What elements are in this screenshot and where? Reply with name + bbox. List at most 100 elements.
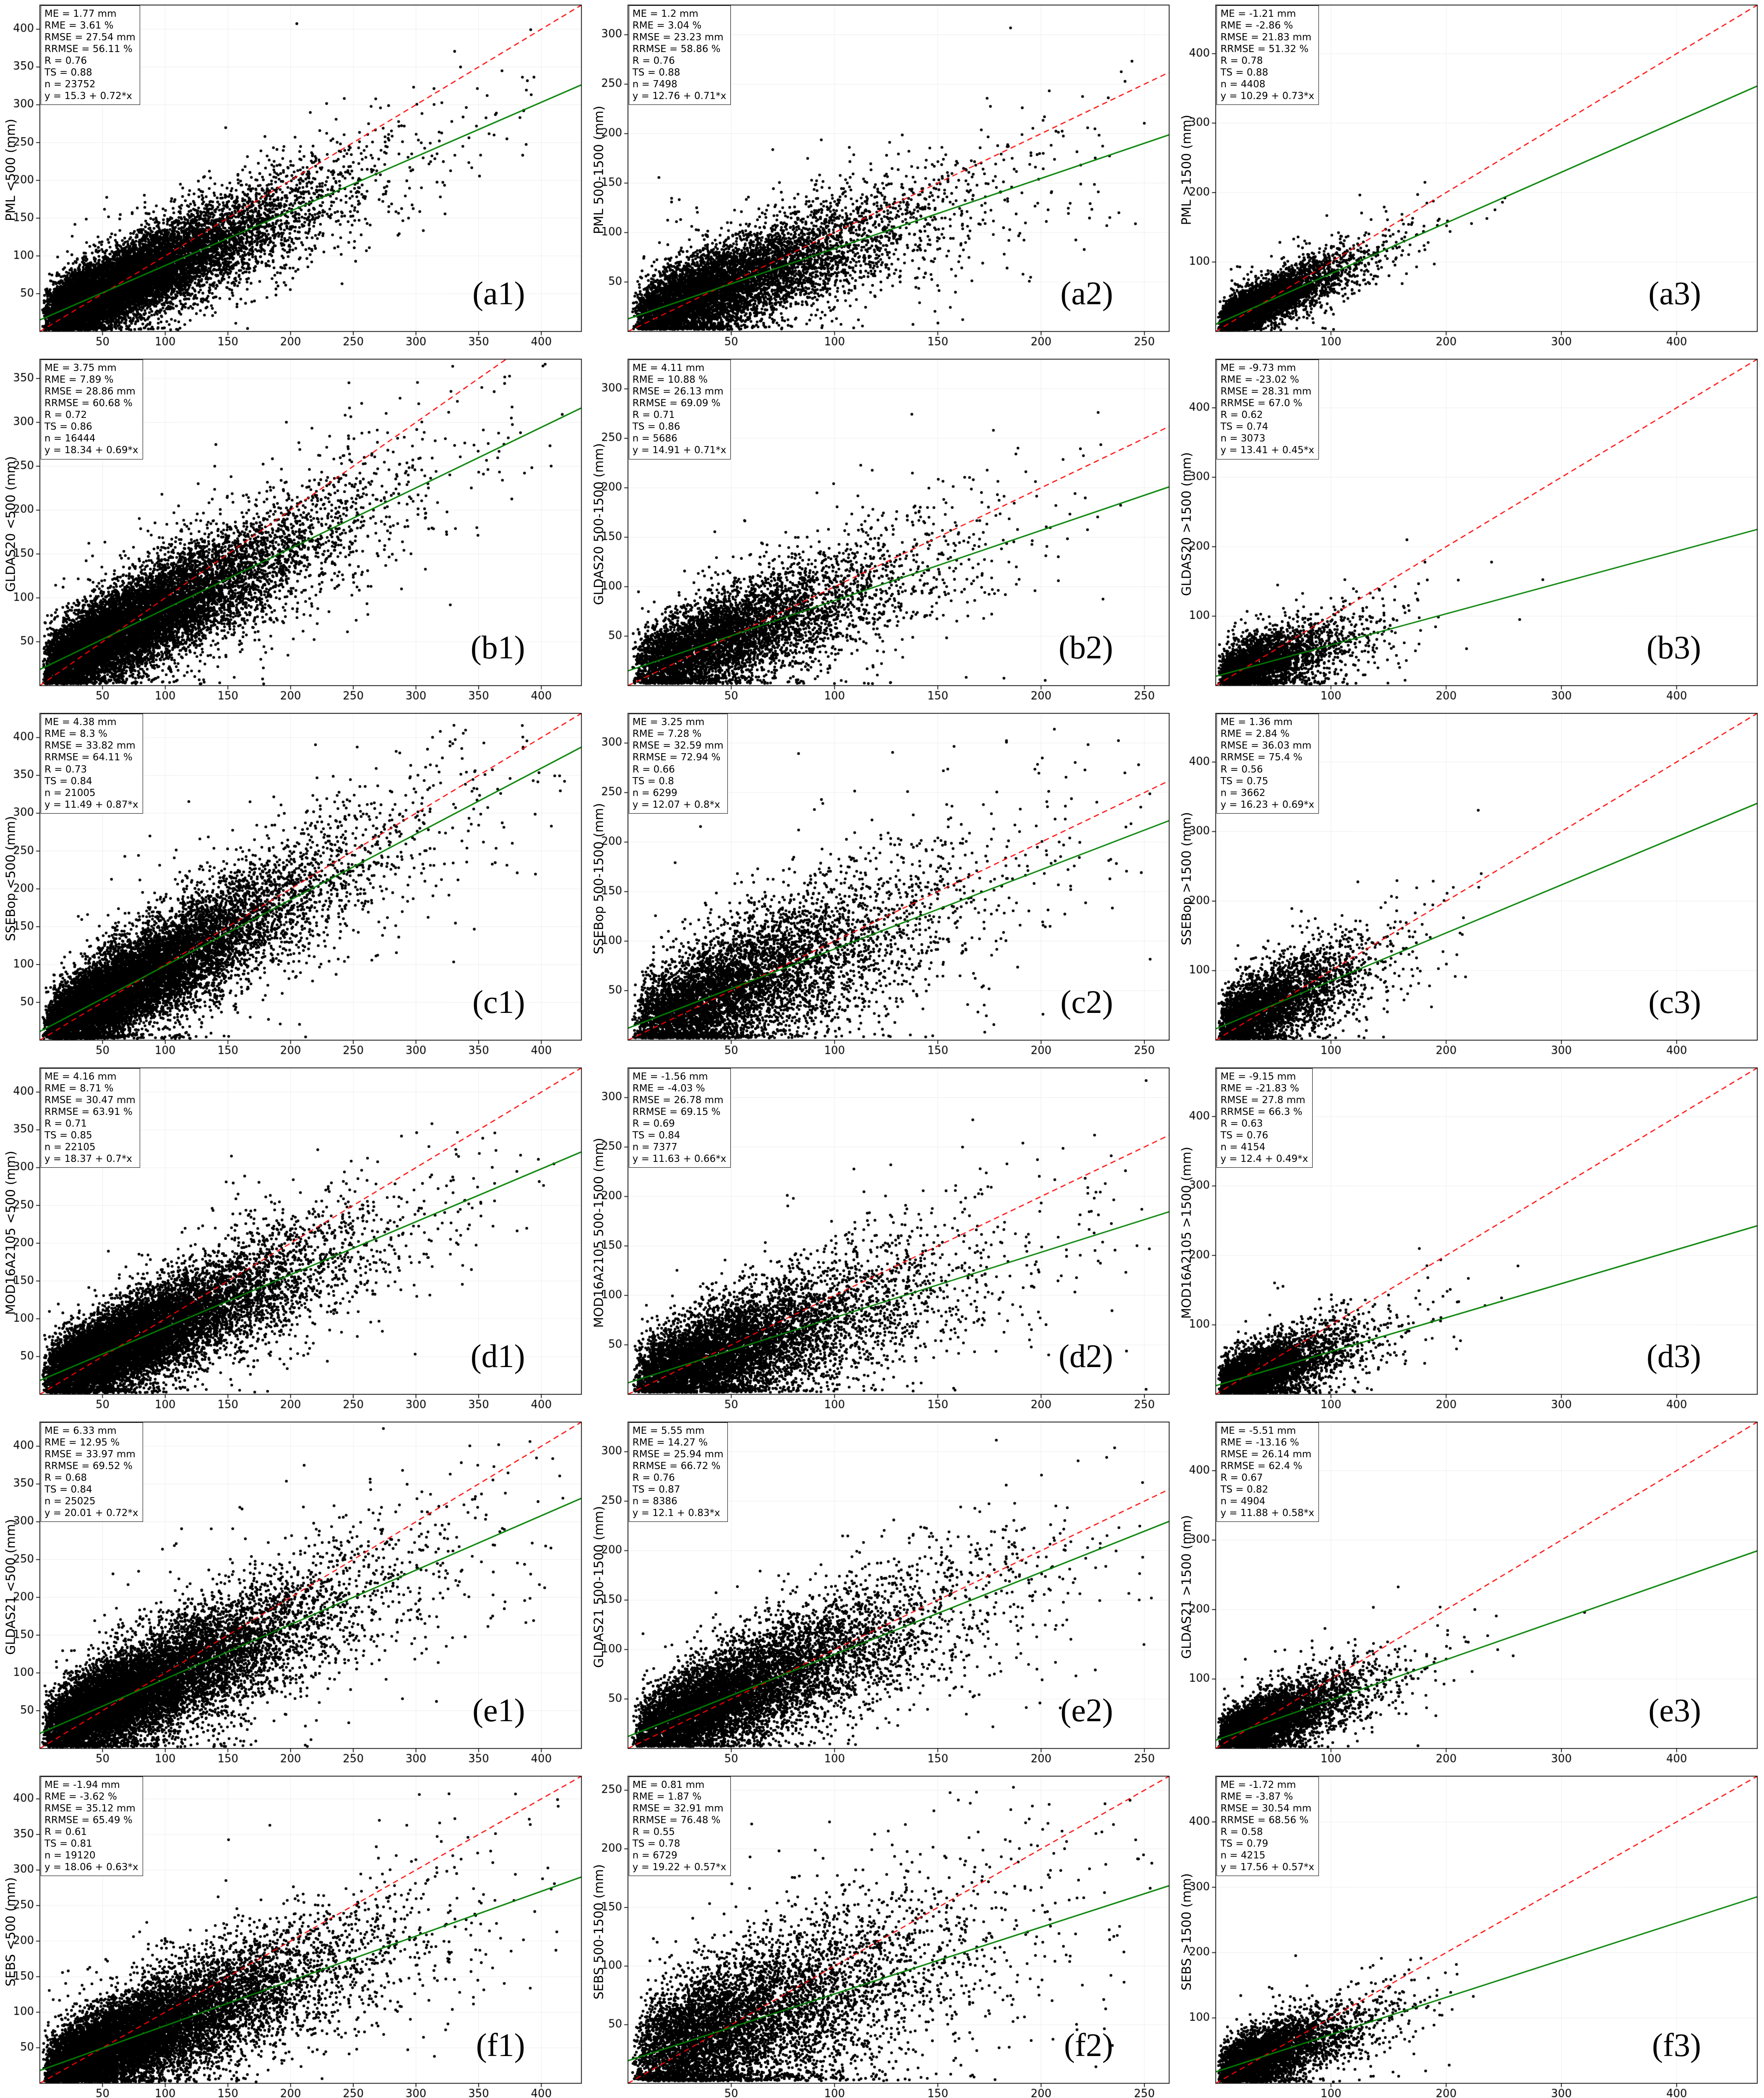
scatter-panel: GLDAS20 <500 (mm) ME = 3.75 mm RME = 7.89… <box>0 354 588 709</box>
stat-line: R = 0.69 <box>632 1118 675 1129</box>
stat-line: ME = -1.21 mm <box>1220 8 1296 19</box>
scatter-panel: SSEBop 500-1500 (mm) ME = 3.25 mm RME = 7… <box>588 708 1176 1063</box>
scatter-panel: SSEBop <500 (mm) ME = 4.38 mm RME = 8.3 %… <box>0 708 588 1063</box>
plot-area: GLDAS20 >1500 (mm) ME = -9.73 mm RME = -2… <box>1176 354 1764 709</box>
stat-line: RRMSE = 69.09 % <box>632 398 721 409</box>
stat-line: RRMSE = 64.11 % <box>44 752 133 763</box>
panel-label: (a3) <box>1648 275 1701 312</box>
plot-area: GLDAS21 >1500 (mm) ME = -5.51 mm RME = -1… <box>1176 1417 1764 1771</box>
stats-box: ME = -1.21 mm RME = -2.86 % RMSE = 21.83 m… <box>1217 5 1319 105</box>
plot-area: GLDAS20 500-1500 (mm) ME = 4.11 mm RME = … <box>588 354 1176 709</box>
stat-line: RME = -21.83 % <box>1220 1083 1299 1094</box>
stat-line: ME = 4.11 mm <box>632 363 705 374</box>
stat-line: n = 23752 <box>44 79 96 90</box>
stat-line: RMSE = 30.47 mm <box>44 1094 135 1106</box>
scatter-panel: GLDAS20 >1500 (mm) ME = -9.73 mm RME = -2… <box>1176 354 1764 709</box>
y-axis-label: SSEBop <500 (mm) <box>3 816 18 941</box>
scatter-panel: GLDAS21 <500 (mm) ME = 6.33 mm RME = 12.9… <box>0 1417 588 1771</box>
stat-line: RRMSE = 69.52 % <box>44 1460 133 1472</box>
stats-box: ME = 4.38 mm RME = 8.3 % RMSE = 33.82 mm RR… <box>41 714 143 814</box>
stat-line: RRMSE = 56.11 % <box>44 44 133 55</box>
panel-label: (d3) <box>1647 1337 1701 1374</box>
stat-line: R = 0.71 <box>44 1118 87 1129</box>
y-axis-label: MOD16A2105 500-1500 (mm) <box>591 1138 607 1328</box>
stat-line: RMSE = 30.54 mm <box>1220 1803 1312 1814</box>
stat-line: RME = 3.04 % <box>632 20 702 31</box>
scatter-panel: MOD16A2105 <500 (mm) ME = 4.16 mm RME = 8… <box>0 1062 588 1417</box>
scatter-panel: PML 500-1500 (mm) ME = 1.2 mm RME = 3.04 … <box>588 0 1176 355</box>
stat-line: TS = 0.76 <box>1220 1130 1269 1141</box>
stat-line: ME = 3.75 mm <box>44 363 117 374</box>
stats-box: ME = 5.55 mm RME = 14.27 % RMSE = 25.94 mm… <box>628 1422 728 1522</box>
stat-line: ME = -9.73 mm <box>1220 363 1296 374</box>
stat-line: TS = 0.86 <box>44 421 92 433</box>
stats-box: ME = 4.11 mm RME = 10.88 % RMSE = 26.13 mm… <box>628 360 731 459</box>
stat-line: R = 0.73 <box>44 764 87 775</box>
stat-line: R = 0.56 <box>1220 764 1263 775</box>
stat-line: RRMSE = 68.56 % <box>1220 1814 1309 1826</box>
stat-line: y = 11.63 + 0.66*x <box>632 1153 727 1164</box>
y-axis-label: MOD16A2105 >1500 (mm) <box>1179 1146 1194 1319</box>
stat-line: y = 12.4 + 0.49*x <box>1220 1153 1308 1164</box>
panel-label: (f2) <box>1064 2027 1113 2063</box>
stat-line: ME = -5.51 mm <box>1220 1425 1296 1436</box>
stat-line: TS = 0.87 <box>632 1484 680 1495</box>
stat-line: RRMSE = 66.3 % <box>1220 1106 1303 1117</box>
stat-line: RME = -2.86 % <box>1220 20 1293 31</box>
panel-label: (d1) <box>470 1337 525 1374</box>
stat-line: TS = 0.86 <box>632 421 680 433</box>
stat-line: y = 11.49 + 0.87*x <box>44 799 138 810</box>
panel-label: (a1) <box>472 275 525 312</box>
stat-line: RMSE = 28.86 mm <box>44 386 135 397</box>
stat-line: n = 5686 <box>632 433 677 444</box>
y-axis-label: GLDAS21 500-1500 (mm) <box>591 1506 607 1668</box>
stat-line: RMSE = 23.23 mm <box>632 32 724 43</box>
panel-label: (b3) <box>1647 629 1701 666</box>
stat-line: n = 4215 <box>1220 1850 1266 1861</box>
panel-label: (e1) <box>472 1691 525 1728</box>
stat-line: RMSE = 32.91 mm <box>632 1803 724 1814</box>
stat-line: RMSE = 32.59 mm <box>632 740 724 752</box>
scatter-panel: SEBS <500 (mm) ME = -1.94 mm RME = -3.62 … <box>0 1771 588 2098</box>
scatter-panel: PML <500 (mm) ME = 1.77 mm RME = 3.61 % RM… <box>0 0 588 355</box>
stat-line: TS = 0.88 <box>632 67 680 78</box>
stat-line: RME = 7.28 % <box>632 728 702 740</box>
panel-label: (f3) <box>1652 2027 1701 2063</box>
stat-line: RME = -4.03 % <box>632 1083 705 1094</box>
stats-box: ME = -1.56 mm RME = -4.03 % RMSE = 26.78 m… <box>628 1068 731 1168</box>
stat-line: n = 21005 <box>44 787 96 798</box>
stat-line: R = 0.67 <box>1220 1472 1263 1483</box>
plot-area: PML 500-1500 (mm) ME = 1.2 mm RME = 3.04 … <box>588 0 1176 355</box>
stat-line: y = 18.06 + 0.63*x <box>44 1862 138 1873</box>
stat-line: RMSE = 26.14 mm <box>1220 1448 1312 1460</box>
stat-line: R = 0.68 <box>44 1472 87 1483</box>
stat-line: y = 17.56 + 0.57*x <box>1220 1862 1314 1873</box>
y-axis-label: GLDAS21 <500 (mm) <box>3 1519 18 1655</box>
stat-line: y = 12.07 + 0.8*x <box>632 799 720 810</box>
panel-label: (c3) <box>1648 983 1701 1020</box>
plot-area: PML <500 (mm) ME = 1.77 mm RME = 3.61 % RM… <box>0 0 588 355</box>
stat-line: RME = 8.3 % <box>44 728 107 740</box>
plot-area: PML >1500 (mm) ME = -1.21 mm RME = -2.86 … <box>1176 0 1764 355</box>
stat-line: TS = 0.74 <box>1220 421 1269 433</box>
stat-line: RME = 7.89 % <box>44 374 114 386</box>
stat-line: n = 19120 <box>44 1850 96 1861</box>
panel-label: (e3) <box>1648 1691 1701 1728</box>
stat-line: RME = 8.71 % <box>44 1083 114 1094</box>
stat-line: R = 0.62 <box>1220 410 1263 421</box>
panel-label: (b1) <box>470 629 525 666</box>
plot-area: SSEBop 500-1500 (mm) ME = 3.25 mm RME = 7… <box>588 708 1176 1063</box>
stats-box: ME = 4.16 mm RME = 8.71 % RMSE = 30.47 mm R… <box>41 1068 140 1168</box>
stat-line: RMSE = 33.97 mm <box>44 1448 135 1460</box>
scatter-panel: SEBS >1500 (mm) ME = -1.72 mm RME = -3.87… <box>1176 1771 1764 2098</box>
y-axis-label: SSEBop 500-1500 (mm) <box>591 803 607 954</box>
panel-label: (c2) <box>1060 983 1113 1020</box>
stat-line: R = 0.63 <box>1220 1118 1263 1129</box>
stat-line: y = 15.3 + 0.72*x <box>44 91 132 102</box>
stat-line: RME = 10.88 % <box>632 374 708 386</box>
panel-label: (d2) <box>1058 1337 1113 1374</box>
stat-line: RRMSE = 63.91 % <box>44 1106 133 1117</box>
stat-line: y = 16.23 + 0.69*x <box>1220 799 1314 810</box>
stat-line: y = 11.88 + 0.58*x <box>1220 1507 1314 1519</box>
stat-line: TS = 0.88 <box>44 67 92 78</box>
